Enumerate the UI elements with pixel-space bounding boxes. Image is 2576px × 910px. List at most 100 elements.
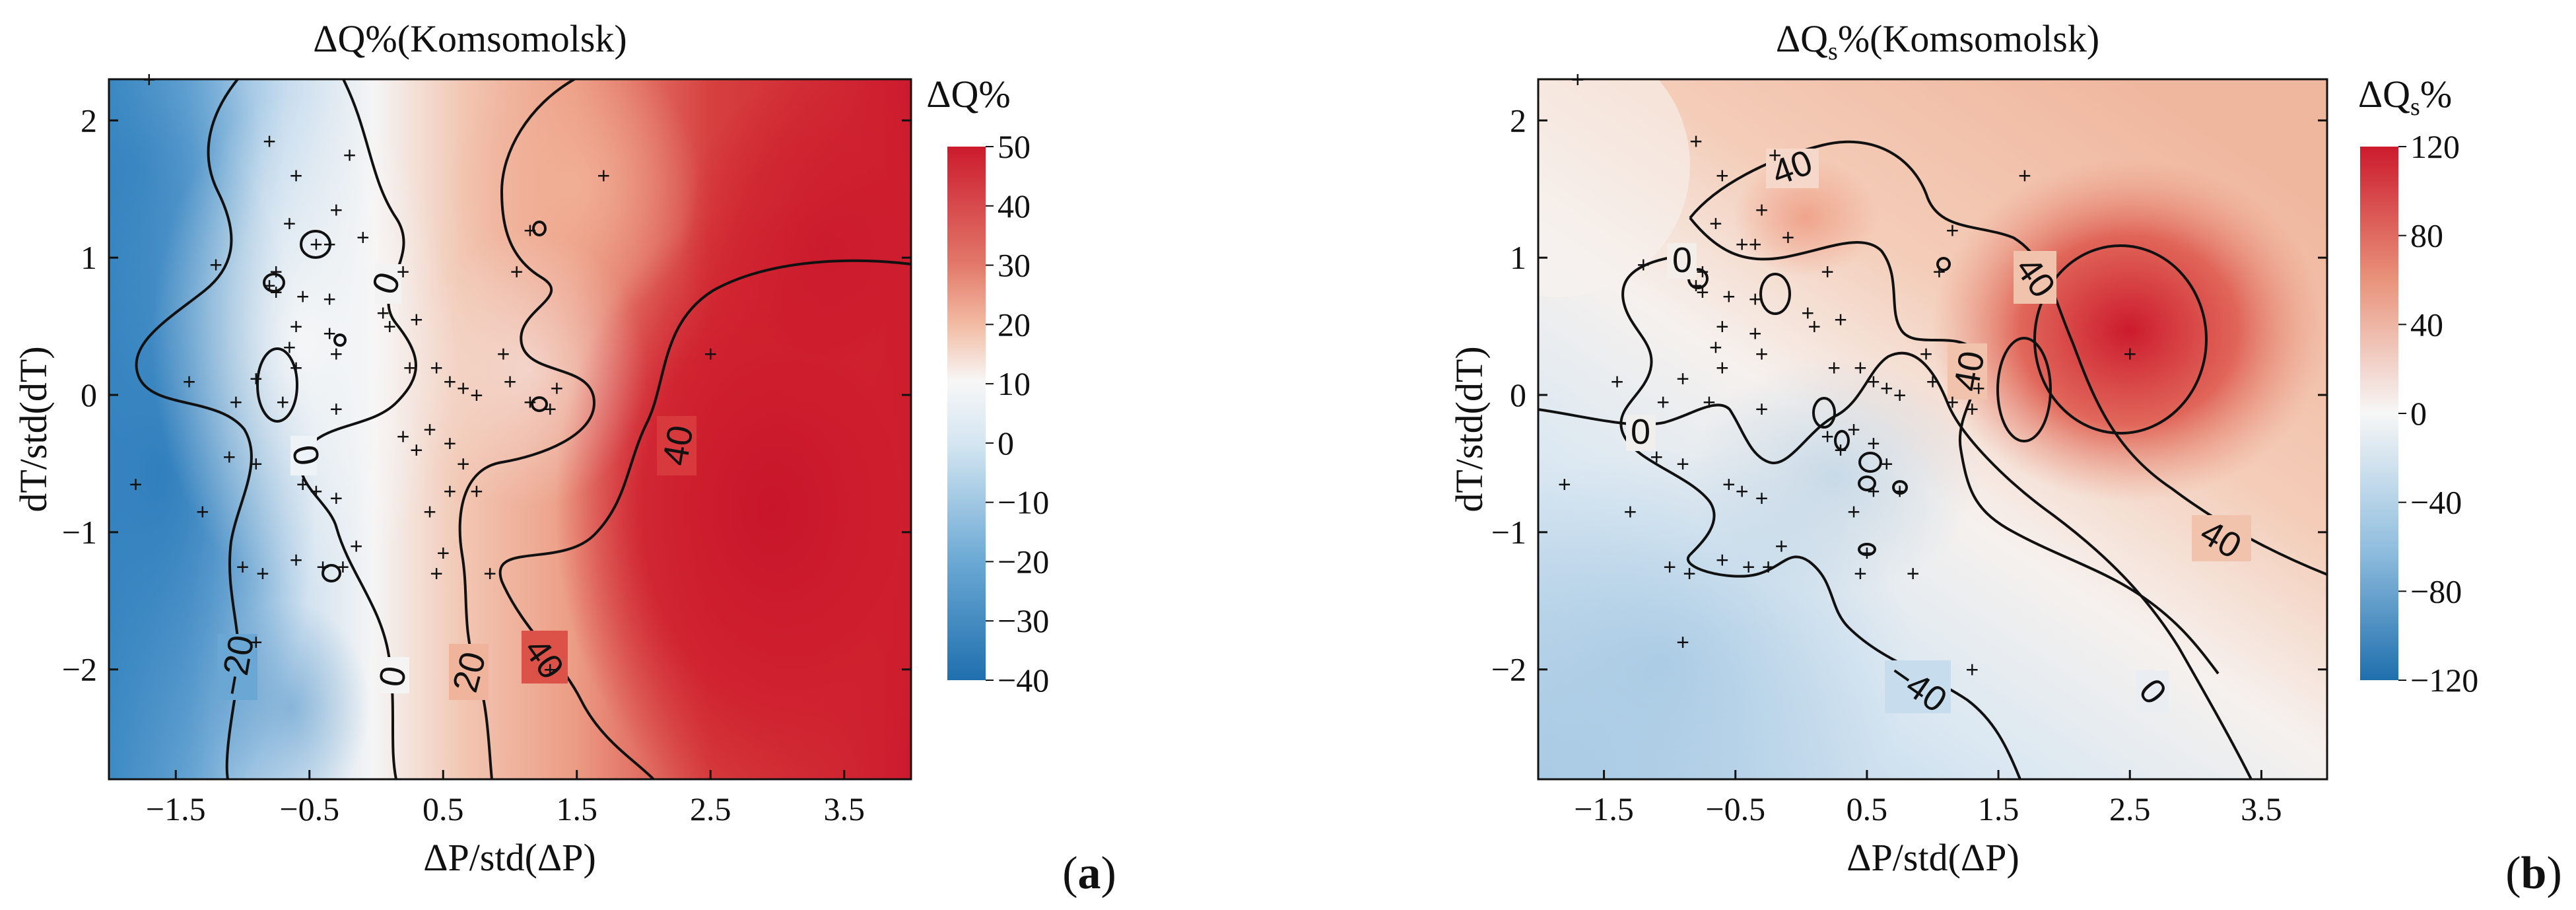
y-tick-label: −2 bbox=[62, 651, 97, 688]
observation-marker: + bbox=[1716, 355, 1729, 380]
observation-marker: + bbox=[1893, 479, 1907, 505]
observation-marker: + bbox=[1880, 376, 1893, 402]
observation-marker: + bbox=[1834, 308, 1847, 333]
observation-marker: + bbox=[222, 445, 236, 470]
observation-marker: + bbox=[269, 260, 283, 285]
observation-marker: + bbox=[1689, 129, 1703, 155]
observation-marker: + bbox=[229, 390, 242, 415]
observation-marker: + bbox=[1716, 163, 1729, 188]
observation-marker: + bbox=[1933, 260, 1946, 285]
observation-marker: + bbox=[1736, 232, 1749, 257]
observation-marker: + bbox=[524, 219, 537, 244]
observation-marker: + bbox=[1920, 342, 1933, 367]
observation-marker: + bbox=[329, 397, 343, 422]
observation-marker: + bbox=[1558, 472, 1571, 497]
observation-marker: + bbox=[250, 367, 263, 392]
x-axis-label-a: ΔP/std(ΔP) bbox=[423, 836, 596, 879]
observation-marker: + bbox=[1762, 555, 1775, 580]
colorbar-ticks-a: 50 40 30 20 10 0 −10 −20 −30 −40 bbox=[986, 128, 1049, 699]
observation-marker: + bbox=[290, 355, 303, 380]
observation-marker: + bbox=[1946, 390, 1959, 415]
observation-marker: + bbox=[1716, 547, 1729, 573]
observation-markers-b: +++++++ + ++ +++ + ++ +++++++ + ++ +++++++ ++++ +++… bbox=[1558, 67, 2136, 683]
colorbar-tick-label: −20 bbox=[998, 543, 1049, 580]
y-tick-label: −1 bbox=[1491, 514, 1526, 551]
x-tick-label: 2.5 bbox=[2109, 790, 2151, 827]
observation-marker: + bbox=[410, 438, 423, 463]
observation-marker: + bbox=[1867, 369, 1880, 394]
observation-marker: + bbox=[1867, 479, 1880, 505]
observation-marker: + bbox=[1709, 211, 1722, 236]
observation-marker: + bbox=[524, 390, 537, 415]
observation-marker: + bbox=[1965, 397, 1979, 422]
observation-marker: + bbox=[1755, 486, 1769, 511]
observation-marker: + bbox=[1926, 369, 1940, 394]
y-tick-label: 2 bbox=[81, 102, 97, 139]
observation-marker: + bbox=[336, 555, 349, 580]
panel-a: 0 0 40 −20 0 20 40 +++++++ + ++ +++ + ++ +++++… bbox=[12, 17, 1116, 899]
observation-marker: + bbox=[436, 541, 450, 566]
y-tick-label: 0 bbox=[1510, 376, 1526, 413]
observation-marker: + bbox=[1880, 452, 1893, 477]
observation-marker: + bbox=[470, 479, 483, 505]
observation-marker: + bbox=[329, 342, 343, 367]
x-tick-label: 1.5 bbox=[557, 790, 598, 827]
colorbar-tick-label: 120 bbox=[2410, 128, 2460, 165]
colorbar-tick-label: 40 bbox=[2410, 306, 2443, 343]
observation-marker: + bbox=[1749, 232, 1762, 257]
contour-labels-b: 40 0 40 40 0 40 −40 0 bbox=[1626, 143, 2251, 720]
colorbar-tick-label: −40 bbox=[998, 662, 1049, 699]
observation-marker: + bbox=[290, 547, 303, 573]
colorbar-tick-label: 30 bbox=[998, 247, 1031, 284]
observation-marker: + bbox=[383, 314, 396, 339]
observation-marker: + bbox=[296, 472, 310, 497]
colorbar-tick-label: −40 bbox=[2410, 484, 2462, 521]
x-tick-label: −0.5 bbox=[279, 790, 339, 827]
observation-marker: + bbox=[1867, 431, 1880, 456]
x-tick-label: 2.5 bbox=[690, 790, 731, 827]
chart-title-a: ΔQ%(Komsomolsk) bbox=[313, 17, 627, 60]
colorbar-tick-label: −80 bbox=[2410, 573, 2462, 610]
observation-marker: + bbox=[1860, 541, 1874, 566]
observation-marker: + bbox=[1854, 561, 1867, 586]
observation-marker: + bbox=[1854, 355, 1867, 380]
y-tick-label: 0 bbox=[81, 376, 97, 413]
colorbar-tick-label: 0 bbox=[998, 425, 1014, 462]
y-tick-label: 1 bbox=[1510, 239, 1526, 276]
observation-marker: + bbox=[1847, 417, 1860, 442]
observation-marker: + bbox=[1623, 500, 1637, 525]
observation-markers-a: +++++++ + ++ +++ + ++ +++++++ + ++ +++++++ ++++ +++… bbox=[129, 67, 718, 683]
x-tick-label: 3.5 bbox=[2241, 790, 2282, 827]
observation-marker: + bbox=[236, 555, 250, 580]
observation-marker: + bbox=[1637, 253, 1650, 278]
observation-marker: + bbox=[550, 376, 563, 402]
colorbar-tick-label: 0 bbox=[2410, 395, 2427, 432]
observation-marker: + bbox=[1755, 342, 1769, 367]
observation-marker: + bbox=[256, 561, 269, 586]
observation-marker: + bbox=[1755, 397, 1769, 422]
colorbar-tick-label: 80 bbox=[2410, 217, 2443, 254]
observation-marker: + bbox=[250, 452, 263, 477]
observation-marker: + bbox=[1801, 300, 1814, 326]
observation-marker: + bbox=[1847, 500, 1860, 525]
observation-marker: + bbox=[356, 225, 370, 250]
colorbar-label-a: ΔQ% bbox=[926, 73, 1011, 116]
observation-marker: + bbox=[1808, 314, 1821, 339]
observation-marker: + bbox=[470, 383, 483, 408]
observation-marker: + bbox=[1611, 369, 1624, 394]
axes-b: −1.5 −0.5 0.5 1.5 2.5 3.5 2 1 0 −1 −2 bbox=[1491, 102, 2327, 827]
observation-marker: + bbox=[1722, 284, 1736, 309]
colorbar-tick-label: 10 bbox=[998, 365, 1031, 402]
y-tick-label: −1 bbox=[62, 514, 97, 551]
observation-marker: + bbox=[329, 486, 343, 511]
observation-marker: + bbox=[1769, 143, 1782, 168]
observation-marker: + bbox=[1656, 390, 1670, 415]
observation-marker: + bbox=[329, 197, 343, 223]
observation-marker: + bbox=[316, 555, 329, 580]
colorbar-tick-label: −120 bbox=[2410, 662, 2478, 699]
observation-marker: + bbox=[276, 390, 289, 415]
observation-marker: + bbox=[1827, 355, 1841, 380]
plot-frame-a bbox=[108, 78, 912, 781]
observation-marker: + bbox=[443, 479, 456, 505]
